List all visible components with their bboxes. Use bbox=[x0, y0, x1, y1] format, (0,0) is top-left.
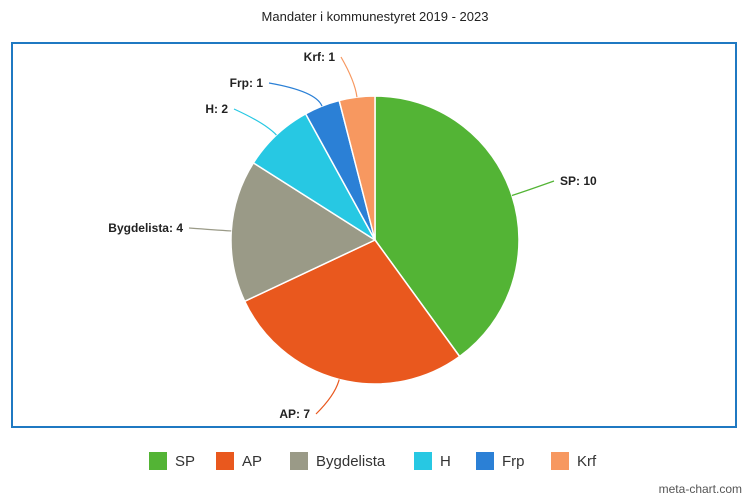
legend-swatch bbox=[149, 452, 167, 470]
pie-slice-ap[interactable] bbox=[243, 239, 461, 385]
connector-bygdelista bbox=[188, 227, 232, 232]
legend-item-frp[interactable]: Frp bbox=[476, 451, 525, 471]
data-label-frp: Frp: 1 bbox=[230, 76, 264, 90]
legend-item-sp[interactable]: SP bbox=[149, 451, 195, 471]
legend-label: H bbox=[440, 452, 451, 470]
watermark: meta-chart.com bbox=[658, 482, 742, 496]
legend-swatch bbox=[476, 452, 494, 470]
legend-item-ap[interactable]: AP bbox=[216, 451, 262, 471]
legend-swatch bbox=[216, 452, 234, 470]
connector-krf bbox=[340, 56, 358, 98]
pie-slice-sp[interactable] bbox=[374, 95, 520, 358]
legend-label: Krf bbox=[577, 452, 597, 470]
legend-item-krf[interactable]: Krf bbox=[551, 451, 596, 471]
legend: SP AP Bygdelista H Frp Krf bbox=[0, 451, 750, 471]
data-label-krf: Krf: 1 bbox=[304, 50, 336, 64]
data-label-ap: AP: 7 bbox=[279, 407, 310, 421]
legend-item-bygdelista[interactable]: Bygdelista bbox=[290, 451, 385, 471]
pie-slice-bygdelista[interactable] bbox=[230, 161, 377, 303]
legend-label: SP bbox=[175, 452, 196, 470]
legend-label: AP bbox=[242, 452, 263, 470]
connector-ap bbox=[315, 379, 340, 415]
connector-h bbox=[233, 108, 277, 136]
legend-item-h[interactable]: H bbox=[414, 451, 451, 471]
legend-swatch bbox=[414, 452, 432, 470]
chart-title: Mandater i kommunestyret 2019 - 2023 bbox=[261, 9, 489, 24]
pie-slice-krf[interactable] bbox=[338, 95, 376, 241]
connector-frp bbox=[268, 82, 323, 107]
data-label-sp: SP: 10 bbox=[560, 174, 597, 188]
data-label-h: H: 2 bbox=[205, 102, 228, 116]
connector-sp bbox=[511, 180, 555, 197]
legend-swatch bbox=[551, 452, 569, 470]
data-label-bygdelista: Bygdelista: 4 bbox=[108, 221, 183, 235]
legend-label: Bygdelista bbox=[316, 452, 386, 470]
legend-swatch bbox=[290, 452, 308, 470]
legend-label: Frp bbox=[502, 452, 525, 470]
